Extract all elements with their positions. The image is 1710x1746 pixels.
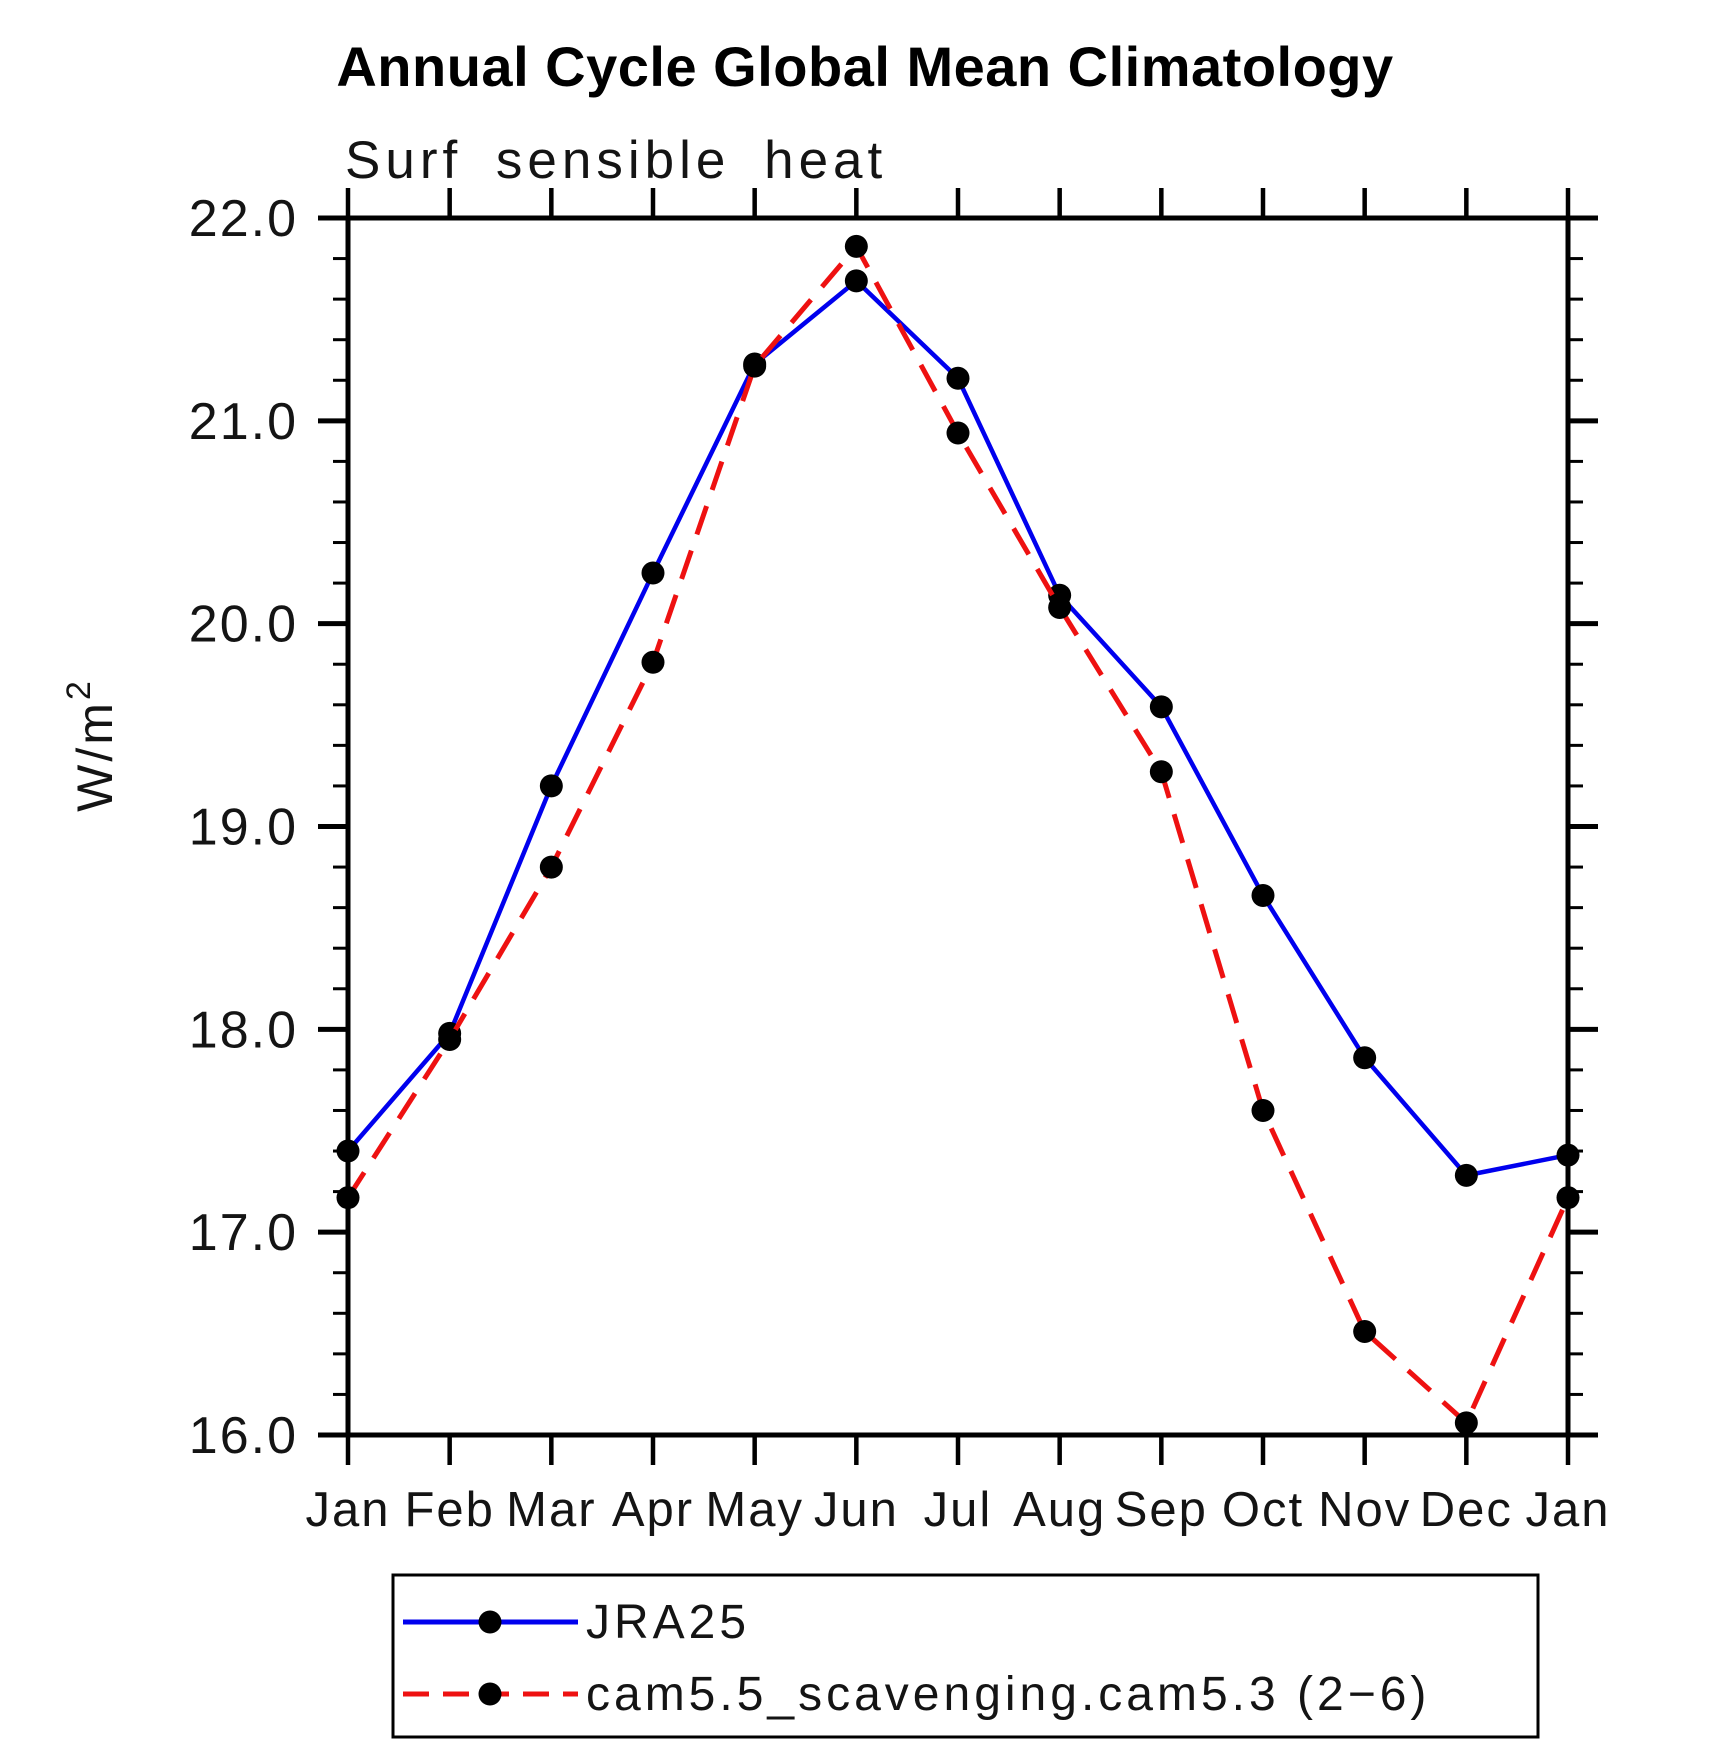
chart-title: Annual Cycle Global Mean Climatology — [336, 35, 1394, 98]
data-point-marker — [641, 561, 665, 585]
y-tick-label: 17.0 — [189, 1204, 298, 1262]
data-point-marker — [946, 421, 970, 445]
data-point-marker — [844, 234, 868, 258]
data-point-marker — [1556, 1186, 1580, 1210]
data-point-marker — [1353, 1320, 1377, 1344]
y-tick-label: 21.0 — [189, 393, 298, 451]
x-tick-label: Mar — [506, 1483, 596, 1537]
legend-marker-1 — [478, 1682, 502, 1706]
data-point-marker — [336, 1186, 360, 1210]
y-tick-label: 22.0 — [189, 190, 298, 248]
data-point-marker — [539, 774, 563, 798]
legend-label-1: cam5.5_scavenging.cam5.3 (2−6) — [586, 1668, 1430, 1721]
data-point-marker — [641, 650, 665, 674]
data-point-marker — [1454, 1163, 1478, 1187]
x-tick-label: Apr — [612, 1483, 694, 1537]
legend-label-0: JRA25 — [586, 1596, 750, 1649]
y-tick-label: 20.0 — [189, 596, 298, 654]
chart-subtitle: Surf sensible heat — [345, 131, 888, 190]
data-point-marker — [1149, 760, 1173, 784]
y-tick-label: 18.0 — [189, 1001, 298, 1059]
data-point-marker — [1556, 1143, 1580, 1167]
data-point-marker — [1149, 695, 1173, 719]
x-tick-label: Jan — [305, 1483, 390, 1537]
plot-border — [345, 215, 1571, 1438]
data-point-marker — [946, 366, 970, 390]
x-tick-label: May — [705, 1483, 804, 1537]
y-tick-label: 16.0 — [189, 1407, 298, 1465]
x-tick-label: Jan — [1525, 1483, 1610, 1537]
x-tick-label: Aug — [1013, 1483, 1106, 1537]
data-point-marker — [336, 1139, 360, 1163]
series-line-0 — [346, 277, 1569, 1178]
x-tick-label: Sep — [1115, 1483, 1208, 1537]
x-tick-label: Dec — [1420, 1483, 1513, 1537]
data-point-marker — [539, 855, 563, 879]
data-point-marker — [1251, 883, 1275, 907]
x-tick-label: Nov — [1318, 1483, 1411, 1537]
x-tick-label: Jul — [924, 1483, 993, 1537]
x-tick-label: Oct — [1222, 1483, 1304, 1537]
data-point-marker — [844, 269, 868, 293]
data-point-marker — [1353, 1046, 1377, 1070]
x-tick-label: Feb — [404, 1483, 494, 1537]
data-point-marker — [743, 354, 767, 378]
data-point-marker — [1454, 1411, 1478, 1435]
y-tick-label: 19.0 — [189, 799, 298, 857]
x-tick-label: Jun — [814, 1483, 899, 1537]
y-axis-title: W/m2 — [60, 678, 123, 812]
legend-box — [391, 1573, 1540, 1739]
legend-marker-0 — [478, 1610, 502, 1634]
data-point-marker — [1048, 595, 1072, 619]
data-point-marker — [438, 1027, 462, 1051]
data-point-marker — [1251, 1098, 1275, 1122]
